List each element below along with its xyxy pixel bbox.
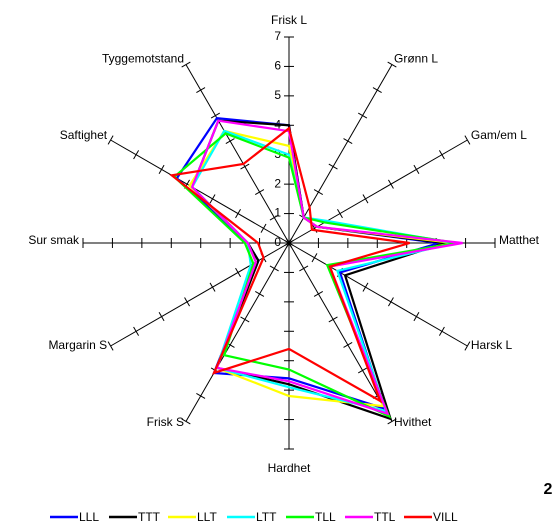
axis-line <box>288 64 393 244</box>
page-number: 2 <box>544 481 553 498</box>
tick-mark <box>343 138 353 144</box>
tick-mark <box>362 194 369 204</box>
tick-mark <box>107 135 114 145</box>
tick-mark <box>362 282 369 292</box>
r-tick-label: 7 <box>274 29 281 43</box>
legend-label: TTT <box>138 510 161 524</box>
axis-line <box>185 64 290 244</box>
axis-line <box>288 242 468 347</box>
tick-mark <box>299 265 309 272</box>
tick-mark <box>133 150 140 160</box>
tick-mark <box>357 367 368 374</box>
series-line <box>190 119 463 416</box>
r-tick-label: 0 <box>274 235 281 249</box>
tick-mark <box>313 189 324 195</box>
legend-label: TTL <box>374 510 396 524</box>
tick-mark <box>210 112 221 119</box>
tick-mark <box>387 418 397 425</box>
tick-mark <box>328 163 338 170</box>
axis-label: Saftighet <box>60 128 108 142</box>
tick-mark <box>240 316 250 323</box>
tick-mark <box>438 326 445 336</box>
axis-label: Grønn L <box>394 51 438 65</box>
tick-mark <box>107 341 114 351</box>
tick-mark <box>311 253 318 263</box>
tick-mark <box>413 164 420 175</box>
axis-label: Margarin S <box>48 338 107 352</box>
tick-mark <box>225 138 235 144</box>
legend-label: TLL <box>315 510 336 524</box>
tick-mark <box>269 265 279 272</box>
tick-mark <box>438 150 445 160</box>
tick-mark <box>254 189 265 195</box>
axis-line <box>288 242 393 422</box>
legend-label: LTT <box>256 510 277 524</box>
tick-mark <box>387 61 397 68</box>
tick-mark <box>269 214 279 221</box>
r-tick-label: 6 <box>274 59 281 73</box>
tick-mark <box>413 311 420 322</box>
tick-mark <box>464 341 471 351</box>
r-tick-label: 2 <box>274 176 281 190</box>
series-line <box>169 126 410 404</box>
tick-mark <box>372 87 382 94</box>
tick-mark <box>343 342 353 348</box>
r-tick-label: 5 <box>274 88 281 102</box>
tick-mark <box>337 208 343 219</box>
axis-label: Frisk L <box>271 13 307 27</box>
axis-line <box>288 139 468 244</box>
axis-line <box>110 139 290 244</box>
axis-label: Hardhet <box>268 461 311 475</box>
tick-mark <box>181 418 191 425</box>
tick-mark <box>184 297 190 307</box>
axis-line <box>185 242 290 422</box>
tick-mark <box>209 194 216 204</box>
tick-mark <box>357 112 368 119</box>
axis-label: Harsk L <box>471 338 513 352</box>
tick-mark <box>328 316 338 323</box>
axis-label: Hvithet <box>394 415 432 429</box>
tick-mark <box>235 267 241 278</box>
tick-mark <box>209 282 216 292</box>
tick-mark <box>133 326 140 336</box>
tick-mark <box>196 87 206 94</box>
series-line <box>188 129 455 408</box>
tick-mark <box>313 291 324 297</box>
legend-label: LLL <box>79 510 99 524</box>
legend-label: VILL <box>433 510 458 524</box>
tick-mark <box>388 297 394 307</box>
tick-mark <box>260 223 267 233</box>
tick-mark <box>181 61 191 68</box>
axis-label: Sur smak <box>28 233 80 247</box>
tick-mark <box>196 392 206 399</box>
tick-mark <box>284 240 294 246</box>
axis-label: Frisk S <box>147 415 184 429</box>
tick-mark <box>388 179 394 189</box>
tick-mark <box>240 163 250 170</box>
tick-mark <box>158 164 165 175</box>
axis-label: Matthet <box>499 233 540 247</box>
tick-mark <box>464 135 471 145</box>
tick-mark <box>254 291 265 297</box>
legend-label: LLT <box>197 510 217 524</box>
axis-label: Gam/em L <box>471 128 527 142</box>
tick-mark <box>235 208 241 219</box>
r-tick-label: 1 <box>274 206 281 220</box>
tick-mark <box>158 311 165 322</box>
axis-label: Tyggemotstand <box>102 51 184 65</box>
